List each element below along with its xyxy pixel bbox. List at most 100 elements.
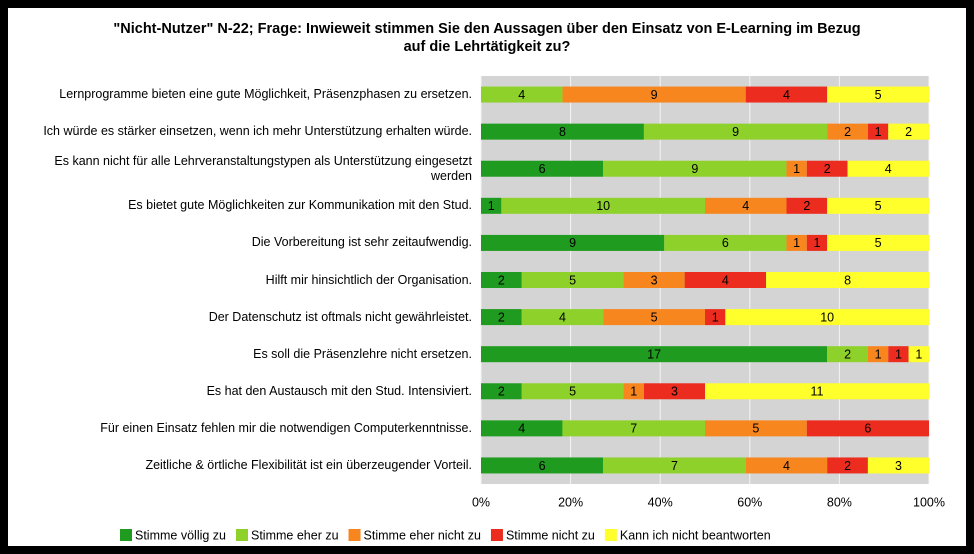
data-label: 2: [498, 385, 505, 399]
data-label: 5: [651, 310, 658, 324]
y-tick-label: Für einen Einsatz fehlen mir die notwend…: [100, 420, 472, 435]
bar-segment: [786, 197, 828, 214]
bar-segment: [481, 160, 604, 177]
bar-segment: [481, 309, 522, 326]
y-tick-label: Es kann nicht für alle Lehrveranstaltung…: [54, 153, 472, 183]
legend-swatch: [490, 529, 503, 541]
data-label: 6: [864, 422, 871, 436]
data-label: 4: [783, 88, 790, 102]
bar-segment: [827, 197, 929, 214]
bar-segment: [623, 383, 644, 400]
bar-segment: [684, 272, 767, 288]
data-label: 10: [820, 310, 834, 324]
bar-segment: [705, 309, 726, 326]
legend-label: Stimme nicht zu: [506, 528, 595, 542]
data-label: 5: [875, 88, 882, 102]
bar-segment: [766, 272, 929, 288]
x-tick-label: 100%: [913, 495, 945, 509]
bar-segment: [521, 272, 624, 288]
data-label: 4: [722, 273, 729, 287]
bar-segment: [806, 420, 929, 437]
bar-segment: [847, 160, 929, 177]
data-label: 4: [559, 310, 566, 324]
data-label: 5: [569, 385, 576, 399]
bar-segment: [562, 420, 705, 437]
bar-segment: [827, 234, 929, 251]
y-tick-label: Es bietet gute Möglichkeiten zur Kommuni…: [128, 198, 472, 213]
data-label: 1: [915, 347, 922, 361]
data-label: 7: [630, 422, 637, 436]
data-label: 2: [905, 125, 912, 139]
data-label: 2: [803, 199, 810, 213]
data-label: 1: [630, 385, 637, 399]
data-label: 1: [875, 347, 882, 361]
data-label: 1: [793, 162, 800, 176]
y-tick-label: Zeitliche & örtliche Flexibilität ist ei…: [145, 457, 472, 472]
bar-segment: [827, 457, 868, 474]
data-label: 2: [844, 347, 851, 361]
bar-segment: [705, 197, 787, 214]
bar-segment: [603, 309, 705, 326]
data-label: 4: [518, 88, 525, 102]
data-label: 5: [569, 273, 576, 287]
y-tick-label: Hilft mir hinsichtlich der Organisation.: [265, 272, 472, 287]
bar-segment: [867, 457, 929, 474]
y-tick-label: Es soll die Präsenzlehre nicht ersetzen.: [253, 346, 472, 361]
bar-segment: [481, 346, 828, 363]
bar-segment: [521, 309, 604, 326]
data-label: 1: [712, 310, 719, 324]
bar-segment: [827, 123, 868, 140]
legend-swatch: [348, 529, 361, 541]
data-label: 2: [498, 310, 505, 324]
bar-segment: [481, 272, 522, 288]
legend-swatch: [120, 529, 132, 541]
bar-segment: [888, 346, 909, 363]
bar-segment: [481, 197, 502, 214]
chart-title: "Nicht-Nutzer" N-22; Frage: Inwieweit st…: [113, 21, 861, 55]
data-label: 10: [596, 199, 610, 213]
bar-segment: [806, 234, 828, 251]
legend-label: Kann ich nicht beantworten: [620, 528, 771, 542]
data-label: 2: [498, 273, 505, 287]
bar-segment: [827, 346, 868, 363]
y-tick-label: Die Vorbereitung ist sehr zeitaufwendig.: [251, 235, 472, 250]
bar-segment: [806, 160, 848, 177]
data-label: 1: [895, 347, 902, 361]
data-label: 6: [539, 162, 546, 176]
bar-segment: [501, 197, 705, 214]
legend: Stimme völlig zu Stimme eher zu Stimme ehe…: [120, 528, 771, 542]
data-label: 3: [671, 385, 678, 399]
bar-segment: [786, 234, 807, 251]
bar-segment: [643, 383, 705, 400]
data-label: 1: [488, 199, 495, 213]
y-tick-label: Lernprogramme bieten eine gute Möglichke…: [59, 87, 472, 102]
data-label: 4: [518, 422, 525, 436]
data-label: 5: [875, 236, 882, 250]
data-label: 9: [732, 125, 739, 139]
data-label: 6: [722, 236, 729, 250]
data-label: 1: [814, 236, 821, 250]
bar-segment: [481, 420, 563, 437]
y-tick-label: Ich würde es stärker einsetzen, wenn ich…: [43, 124, 472, 139]
data-label: 8: [844, 273, 851, 287]
data-label: 7: [671, 459, 678, 473]
bar-segment: [481, 86, 563, 103]
data-label: 6: [539, 459, 546, 473]
bar-segment: [643, 123, 828, 140]
data-label: 3: [895, 459, 902, 473]
data-label: 1: [793, 236, 800, 250]
data-label: 2: [844, 125, 851, 139]
data-label: 2: [824, 162, 831, 176]
bar-segment: [867, 123, 889, 140]
x-tick-label: 60%: [737, 495, 762, 509]
data-label: 11: [811, 385, 824, 399]
bar-segment: [481, 234, 665, 251]
legend-label: Stimme eher zu: [251, 528, 339, 542]
data-label: 4: [885, 162, 892, 176]
bar-segment: [888, 123, 929, 140]
y-tick-label: Der Datenschutz ist oftmals nicht gewähr…: [208, 309, 472, 324]
data-label: 4: [742, 199, 749, 213]
data-label: 9: [651, 88, 658, 102]
y-tick-label: Es hat den Austausch mit den Stud. Inten…: [206, 383, 472, 398]
